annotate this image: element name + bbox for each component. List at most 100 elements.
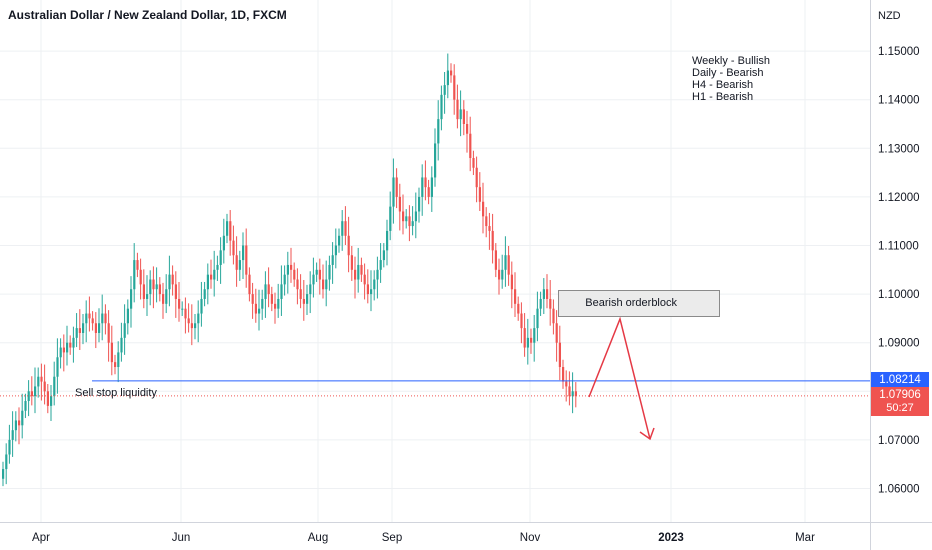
bearish-orderblock-box[interactable]: Bearish orderblock (558, 290, 720, 317)
sell-stop-liquidity-label[interactable]: Sell stop liquidity (75, 387, 157, 399)
candle-body (254, 303, 257, 314)
candle-body (75, 328, 78, 338)
candle-body (315, 269, 318, 275)
candle-body (405, 216, 408, 222)
candle-body (270, 294, 273, 304)
candle-body (46, 391, 49, 406)
candle-body (421, 177, 424, 197)
candle-body (11, 430, 14, 440)
candle-body (440, 94, 443, 120)
candle-body (168, 274, 171, 290)
candle-body (402, 211, 405, 222)
candle-body (549, 298, 552, 309)
price-axis[interactable]: 1.060001.070001.080001.090001.100001.110… (878, 46, 920, 495)
y-tick-label: 1.15000 (878, 46, 920, 58)
candle-body (318, 269, 321, 280)
candle-body (514, 289, 517, 304)
candle-body (293, 269, 296, 280)
candle-body (392, 177, 395, 207)
candle-body (517, 303, 520, 314)
timeframe-h4: H4 - Bearish (692, 79, 754, 91)
projection-path[interactable] (588, 316, 651, 440)
candle-body (110, 342, 113, 363)
chart-title: Australian Dollar / New Zealand Dollar, … (8, 8, 287, 22)
candle-body (574, 391, 577, 397)
candle-body (101, 313, 104, 324)
candle-body (398, 196, 401, 212)
candle-body (462, 109, 465, 124)
candle-body (62, 347, 65, 353)
candle-body (568, 386, 571, 397)
bar-countdown-tag: 50:27 (871, 401, 929, 416)
candle-body (286, 264, 289, 275)
candle-body (565, 381, 568, 387)
candle-body (194, 323, 197, 329)
candle-body (235, 255, 238, 270)
candle-body (370, 289, 373, 295)
y-tick-label: 1.14000 (878, 95, 920, 107)
y-tick-label: 1.10000 (878, 289, 920, 301)
candle-body (328, 264, 331, 280)
candle-body (408, 216, 411, 227)
candle-body (443, 85, 446, 95)
candle-body (366, 284, 369, 295)
candle-body (8, 439, 11, 455)
candle-body (466, 124, 469, 134)
candle-body (389, 206, 392, 231)
candle-body (219, 250, 222, 265)
candle-body (72, 337, 75, 348)
candle-body (379, 260, 382, 270)
candle-body (120, 337, 123, 353)
candle-body (475, 167, 478, 188)
candle-body (117, 352, 120, 367)
candle-body (478, 187, 481, 202)
candle-body (530, 337, 533, 343)
candle-body (165, 289, 168, 304)
candle-body (546, 289, 549, 299)
candle-body (306, 294, 309, 304)
y-tick-label: 1.11000 (878, 241, 919, 253)
candle-body (104, 313, 107, 324)
candle-body (357, 264, 360, 280)
candle-body (427, 187, 430, 197)
candle-body (242, 245, 245, 261)
candle-body (562, 367, 565, 382)
candle-body (520, 313, 523, 329)
candle-body (414, 211, 417, 222)
candle-body (181, 308, 184, 310)
candle-body (162, 294, 165, 304)
candle-body (354, 269, 357, 280)
candle-body (555, 323, 558, 343)
candle-body (418, 196, 421, 212)
candle-body (69, 342, 72, 348)
candle-body (94, 323, 97, 333)
time-axis[interactable]: Apr Jun Aug Sep Nov 2023 Mar (32, 532, 815, 544)
candle-body (277, 298, 280, 309)
candle-body (88, 313, 91, 319)
candle-body (82, 323, 85, 333)
candle-body (258, 308, 261, 314)
candle-body (290, 264, 293, 270)
candle-body (149, 279, 152, 295)
candle-body (245, 245, 248, 275)
candle-body (210, 274, 213, 280)
timeframe-bias-note[interactable]: Weekly - Bullish Daily - Bearish H4 - Be… (692, 55, 770, 103)
candle-body (510, 274, 513, 290)
candle-body (142, 284, 145, 299)
candle-body (24, 401, 27, 411)
candles[interactable] (2, 53, 577, 487)
candle-body (344, 221, 347, 236)
candle-body (430, 177, 433, 197)
candle-body (411, 221, 414, 227)
candle-body (139, 269, 142, 285)
x-tick-label: Mar (795, 532, 815, 544)
candle-body (539, 298, 542, 309)
candle-body (373, 279, 376, 290)
candle-body (158, 284, 161, 295)
candle-body (338, 235, 341, 246)
candle-body (40, 376, 43, 382)
candle-body (126, 308, 129, 324)
candle-body (267, 284, 270, 295)
